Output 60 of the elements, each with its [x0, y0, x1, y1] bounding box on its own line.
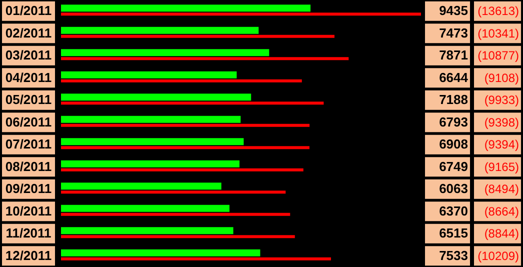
bar: [61, 71, 237, 78]
data-label: 6749: [439, 158, 468, 174]
y-tick-label: 09/2011: [5, 181, 52, 196]
data-label: (9933): [484, 93, 520, 108]
bar: [61, 57, 349, 60]
bar: [61, 227, 234, 234]
bar: [61, 4, 311, 12]
data-label: 6644: [439, 70, 469, 85]
bar: [61, 146, 310, 150]
y-tick-label: 06/2011: [5, 114, 52, 130]
y-tick-label: 10/2011: [5, 203, 52, 218]
data-label: (10877): [478, 48, 519, 63]
data-label: 6370: [439, 203, 468, 218]
data-label: 7188: [439, 92, 468, 108]
bar: [61, 26, 259, 34]
bar: [61, 79, 302, 82]
data-label: 6793: [439, 114, 468, 130]
data-label: (10341): [478, 26, 519, 40]
bar: [61, 12, 421, 16]
data-label: (8494): [484, 182, 520, 196]
y-tick-label: 04/2011: [5, 70, 52, 85]
data-label: (13613): [478, 4, 519, 18]
y-tick-label: 03/2011: [5, 48, 52, 63]
bar: [61, 168, 304, 172]
bar: [61, 190, 286, 194]
y-tick-label: 11/2011: [6, 226, 52, 241]
y-tick-label: 07/2011: [5, 136, 52, 152]
bar: [61, 116, 241, 123]
bar: [61, 49, 270, 56]
y-tick-label: 05/2011: [5, 92, 52, 108]
bar: [61, 160, 240, 168]
bar: [61, 257, 331, 260]
data-label: 7473: [439, 25, 468, 40]
bar: [61, 182, 222, 190]
data-label: (9108): [484, 70, 520, 85]
data-label: (9394): [484, 138, 520, 152]
y-tick-label: 02/2011: [5, 25, 52, 40]
bar: [61, 249, 260, 256]
bar: [61, 212, 290, 216]
data-label: (9165): [484, 160, 520, 174]
y-tick-label: 12/2011: [5, 248, 52, 263]
data-label: 6515: [439, 226, 468, 241]
data-label: (8844): [484, 226, 520, 241]
y-tick-label: 01/2011: [5, 3, 52, 18]
data-label: 7533: [439, 248, 468, 263]
data-label: 9435: [439, 3, 468, 18]
bar: [61, 235, 295, 238]
y-tick-label: 08/2011: [5, 158, 52, 174]
data-label: (9398): [484, 115, 520, 130]
data-label: (10209): [478, 248, 519, 263]
bar: [61, 204, 230, 212]
bar: [61, 94, 252, 101]
bar: [61, 124, 310, 127]
bar: [61, 138, 244, 146]
data-label: 6063: [439, 181, 468, 196]
data-label: 6908: [439, 136, 468, 152]
data-label: 7871: [439, 48, 468, 63]
data-label: (8664): [484, 204, 520, 218]
bar: [61, 102, 324, 105]
bar: [61, 34, 334, 38]
